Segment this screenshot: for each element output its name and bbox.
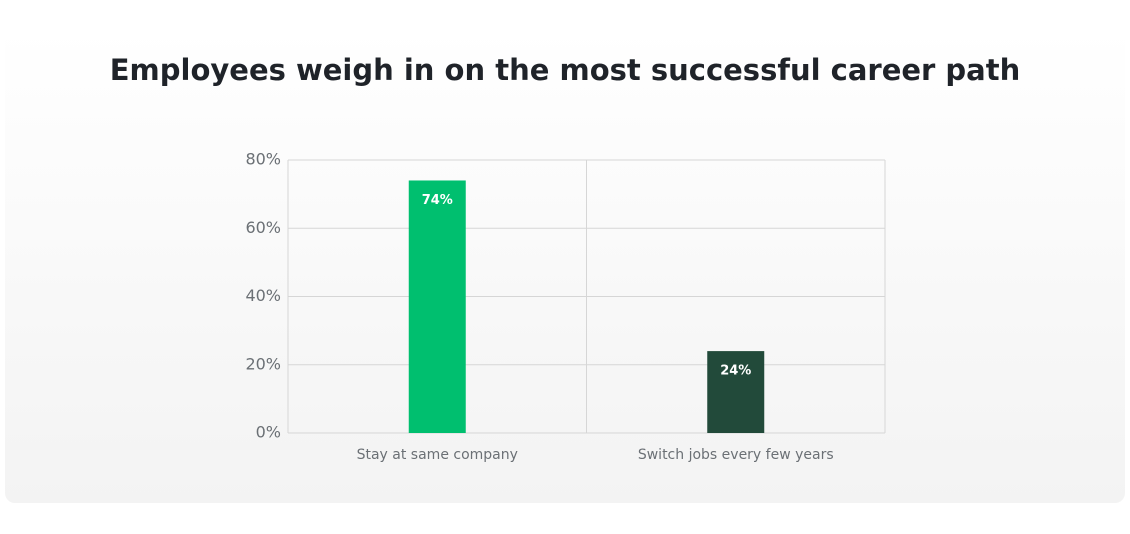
- bar: [707, 351, 765, 433]
- x-tick-label: Switch jobs every few years: [638, 447, 834, 463]
- x-tick-label: Stay at same company: [357, 447, 518, 463]
- y-tick-label: 60%: [245, 218, 281, 237]
- bar: [408, 180, 466, 433]
- y-tick-label: 80%: [245, 150, 281, 169]
- y-tick-label: 40%: [245, 286, 281, 305]
- data-label: 74%: [422, 193, 453, 208]
- chart-title: Employees weigh in on the most successfu…: [110, 53, 1021, 87]
- data-label: 24%: [720, 364, 751, 379]
- y-tick-label: 0%: [256, 423, 281, 442]
- y-tick-label: 20%: [245, 354, 281, 373]
- card: [5, 28, 1125, 503]
